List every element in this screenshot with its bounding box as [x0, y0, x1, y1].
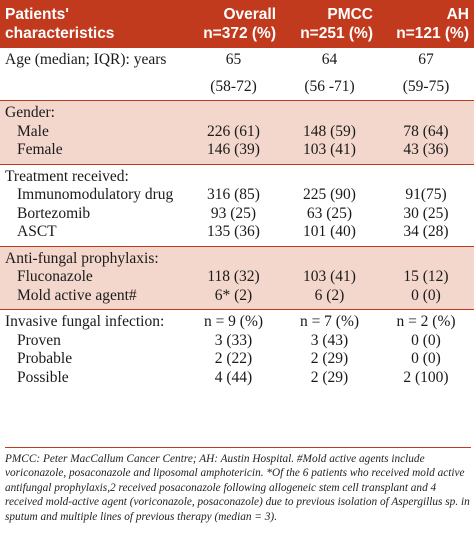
- treatment-label: Treatment received:: [0, 163, 186, 186]
- table-row: Bortezomib 93 (25) 63 (25) 30 (25): [17, 204, 449, 222]
- table-row: Immunomodulatory drug 316 (85) 225 (90) …: [17, 186, 447, 203]
- prophylaxis-heading-row: Anti-fungal prophylaxis:: [0, 245, 474, 268]
- table-row: Mold active agent# 6* (2) 6 (2) 0 (0): [0, 286, 474, 310]
- header-ah: AH n=121 (%): [378, 0, 474, 48]
- age-pmcc: 64: [281, 47, 378, 70]
- table-row: Male 226 (61) 148 (59) 78 (64): [0, 122, 474, 141]
- table-footnote: PMCC: Peter MacCallum Cancer Centre; AH:…: [5, 447, 471, 524]
- table-header-row: Patients' characteristics Overall n=372 …: [0, 0, 474, 48]
- table-row: ASCT 135 (36) 101 (40) 34 (28): [17, 223, 449, 240]
- table-row: Female 146 (39) 103 (41) 43 (36): [0, 141, 474, 164]
- table-row: Probable 2 (22) 2 (29) 0 (0): [17, 350, 441, 367]
- header-characteristics: Patients' characteristics: [0, 0, 186, 48]
- age-iqr-ah: (59-75): [402, 77, 450, 95]
- infection-heading-row: Invasive fungal infection: n = 9 (%) n =…: [0, 309, 474, 332]
- age-iqr-overall: (58-72): [210, 77, 257, 95]
- table-row: Possible 4 (44) 2 (29) 2 (100): [17, 368, 449, 386]
- header-overall: Overall n=372 (%): [186, 0, 281, 48]
- age-iqr-row: (58-72) (56 -71) (59-75): [0, 70, 474, 101]
- age-ah: 67: [378, 47, 474, 70]
- header-pmcc: PMCC n=251 (%): [281, 0, 378, 48]
- treatment-heading-row: Treatment received:: [0, 163, 474, 186]
- age-overall: 65: [186, 47, 281, 70]
- prophylaxis-label: Anti-fungal prophylaxis:: [0, 245, 186, 268]
- table-row: Fluconazole 118 (32) 103 (41) 15 (12): [0, 268, 474, 287]
- gender-heading-row: Gender:: [0, 100, 474, 123]
- characteristics-table: Patients' characteristics Overall n=372 …: [0, 0, 474, 386]
- age-label: Age (median; IQR): years: [0, 47, 186, 70]
- table-row: Proven 3 (33) 3 (43) 0 (0): [17, 331, 441, 349]
- infection-label: Invasive fungal infection:: [0, 309, 186, 332]
- gender-label: Gender:: [0, 100, 186, 123]
- age-row: Age (median; IQR): years 65 64 67: [0, 47, 474, 70]
- age-iqr-pmcc: (56 -71): [304, 77, 355, 95]
